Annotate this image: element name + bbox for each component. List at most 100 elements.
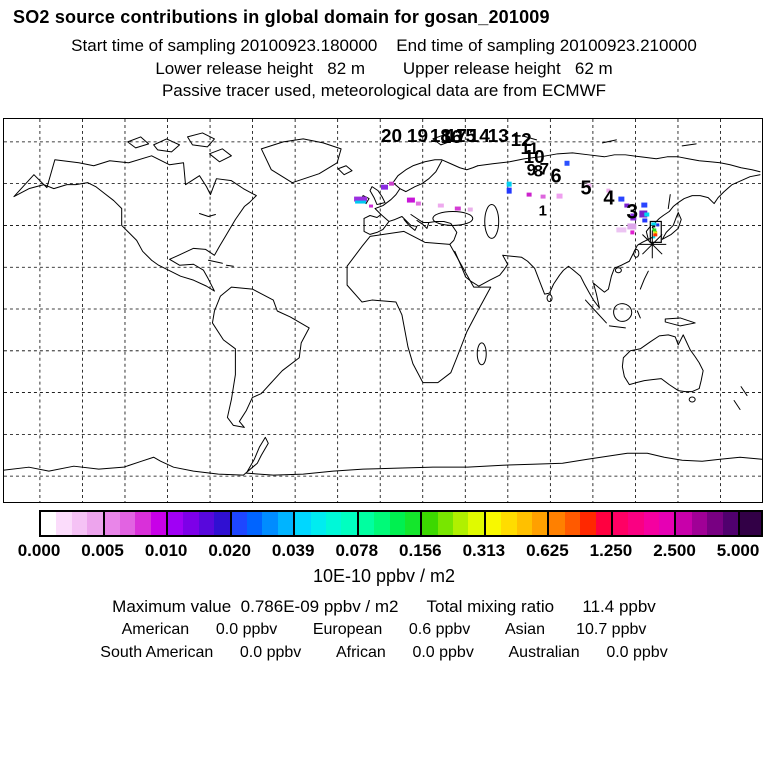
concentration-dot [639,210,648,218]
colorbar-segment [676,512,741,535]
colorbar-step [404,512,421,535]
concentration-dot [540,194,546,199]
concentration-dot [388,181,394,186]
colorbar-overflow-segment [740,512,761,535]
concentration-dot [644,212,650,217]
colorbar-step [643,512,660,535]
colorbar-segment [549,512,613,535]
colorbar-tick-label: 5.000 [716,541,760,560]
colorbar-tick-label: 1.250 [589,541,633,560]
stats-regions-line-1: American 0.0 ppbv European 0.6 ppbv Asia… [121,621,647,638]
colorbar-step [595,512,611,535]
colorbar-step [231,512,248,535]
colorbar-segment [41,512,105,535]
colorbar-step [501,512,517,535]
colorbar-step [168,512,184,535]
colorbar-step [580,512,596,535]
colorbar-tick-label: 0.078 [335,541,379,560]
concentration-dot [586,183,592,188]
trajectory-label: 6 [551,166,562,188]
colorbar [39,510,763,537]
colorbar-tick-label: 0.156 [399,541,442,560]
trajectory-label: 14 [469,126,491,147]
colorbar-step [56,512,72,535]
colorbar-step [468,512,484,535]
colorbar-step [659,512,675,535]
colorbar-step [516,512,532,535]
trajectory-label: 1 [539,203,547,220]
colorbar-step [707,512,723,535]
concentration-dot [369,204,374,208]
concentration-dot [454,206,461,211]
trajectory-label: 7 [540,160,549,179]
trajectory-label: 4 [603,188,614,210]
concentration-dot [354,196,368,202]
concentration-dot [627,223,637,230]
colorbar-step [119,512,136,535]
colorbar-step [612,512,629,535]
trajectory-label: 18 [430,126,451,147]
concentration-dot [618,196,625,202]
colorbar-segment [231,512,296,535]
concentration-dot [641,202,648,208]
concentration-dot [556,193,563,199]
colorbar-step [358,512,375,535]
colorbar-tick-label: 0.039 [271,541,315,560]
concentration-dot [624,203,630,208]
colorbar-step [71,512,88,535]
colorbar-step [676,512,692,535]
trajectory-label: 11 [521,139,539,158]
colorbar-step [183,512,199,535]
concentration-dot [406,197,415,203]
colorbar-step [247,512,263,535]
colorbar-tick-label: 0.020 [208,541,251,560]
coastlines [4,132,762,476]
colorbar-step [341,512,357,535]
colorbar-step [150,512,167,535]
trajectory-label: 16 [441,127,462,148]
colorbar-step [453,512,469,535]
colorbar-step [87,512,103,535]
colorbar-tick-label: 0.313 [462,541,506,560]
colorbar-step [437,512,454,535]
concentration-dot [467,207,473,212]
colorbar-step [722,512,739,535]
colorbar-step [628,512,644,535]
concentration-dot [564,160,570,166]
trajectory-label: 13 [488,126,509,147]
colorbar-step [549,512,565,535]
colorbar-step [198,512,215,535]
colorbar-step [691,512,708,535]
concentration-dot [506,181,512,187]
concentration-dot [606,188,611,193]
trajectory-label: 15 [455,126,476,147]
trajectory-label: 19 [407,126,428,147]
colorbar-units-label: 10E-10 ppbv / m2 [312,566,456,586]
colorbar-segment [295,512,359,535]
colorbar-step [310,512,326,535]
colorbar-tick-label: 0.005 [81,541,124,560]
tracer-note-line: Passive tracer used, meteorological data… [161,81,607,100]
colorbar-step [104,512,120,535]
graticule-gridlines [4,119,762,502]
colorbar-step [135,512,151,535]
colorbar-tick-label: 0.625 [526,541,569,560]
colorbar-segment [612,512,677,535]
release-heights-line: Lower release height 82 m Upper release … [155,59,613,78]
concentration-dot [616,227,627,233]
concentration-dots [354,160,650,235]
colorbar-step [41,512,57,535]
sampling-times-line: Start time of sampling 20100923.180000 E… [71,36,697,55]
trajectory-label: 8 [534,162,543,181]
trajectory-label: 5 [580,178,591,200]
concentration-dot [381,184,388,190]
colorbar-segment [485,512,550,535]
concentration-dot [355,200,367,204]
colorbar-step [325,512,342,535]
colorbar-step [277,512,294,535]
page-title: SO2 source contributions in global domai… [13,7,550,27]
concentration-dot [630,230,635,235]
colorbar-tick-label: 0.010 [144,541,188,560]
